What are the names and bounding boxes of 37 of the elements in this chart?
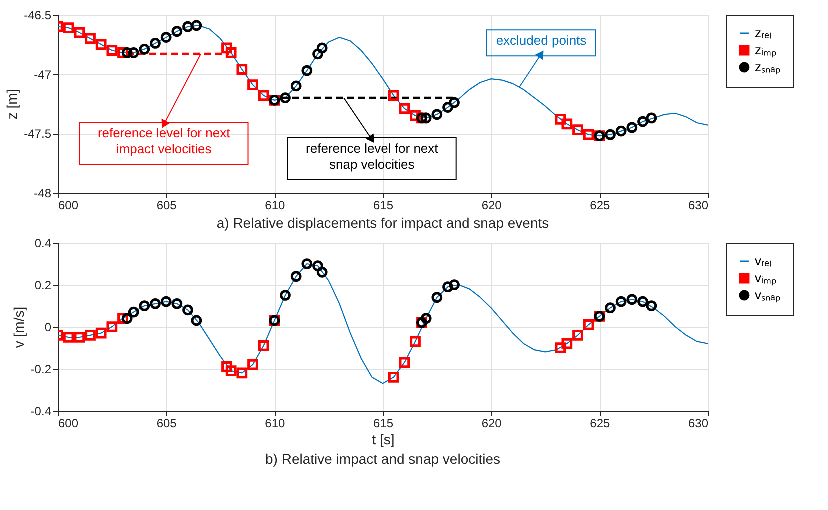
legend-label: vₛₙₐₚ bbox=[755, 288, 780, 304]
y-tick-label: -0.2 bbox=[30, 362, 52, 376]
y-tick-label: 0.4 bbox=[34, 236, 52, 250]
x-tick-label: 630 bbox=[688, 198, 709, 212]
x-tick-label: 615 bbox=[373, 416, 394, 430]
y-tick-label: -0.4 bbox=[30, 404, 52, 418]
y-tick-label: -46.5 bbox=[24, 8, 52, 22]
legend-label: zᵣₑₗ bbox=[755, 26, 772, 40]
x-tick-label: 600 bbox=[58, 416, 79, 430]
x-tick-label: 610 bbox=[265, 416, 286, 430]
annotation: excluded points bbox=[496, 33, 588, 48]
x-axis-title: t [s] bbox=[372, 432, 395, 448]
legend-label: vᵢₘₚ bbox=[755, 270, 777, 286]
x-tick-label: 605 bbox=[156, 416, 178, 430]
y-tick-label: -47.5 bbox=[24, 127, 52, 142]
y-tick-label: -48 bbox=[34, 186, 52, 200]
legend-label: vᵣₑₗ bbox=[755, 254, 772, 268]
annotation: reference level for next impact velocities bbox=[98, 126, 231, 157]
x-tick-label: 625 bbox=[590, 416, 610, 430]
x-tick-label: 625 bbox=[590, 198, 610, 212]
text: b) Relative impact and snap velocities bbox=[265, 451, 501, 467]
legend-label: zᵢₘₚ bbox=[755, 42, 777, 58]
y-tick-label: 0 bbox=[44, 320, 52, 334]
x-tick-label: 600 bbox=[58, 198, 79, 212]
y-tick-label: -47 bbox=[34, 68, 52, 82]
x-tick-label: 610 bbox=[265, 198, 286, 212]
x-tick-label: 620 bbox=[482, 198, 502, 212]
legend-label: zₛₙₐₚ bbox=[755, 60, 780, 76]
x-tick-label: 620 bbox=[482, 416, 502, 430]
x-tick-label: 605 bbox=[156, 198, 178, 212]
annotation: reference level for next snap velocities bbox=[306, 140, 439, 172]
y-tick-label: 0.2 bbox=[34, 278, 52, 292]
y-axis-title: z [m] bbox=[4, 89, 20, 120]
text: a) Relative displacements for impact and snap events bbox=[216, 215, 550, 231]
x-tick-label: 630 bbox=[688, 416, 709, 430]
y-axis-title: v [m/s] bbox=[10, 306, 27, 348]
x-tick-label: 615 bbox=[373, 198, 394, 212]
